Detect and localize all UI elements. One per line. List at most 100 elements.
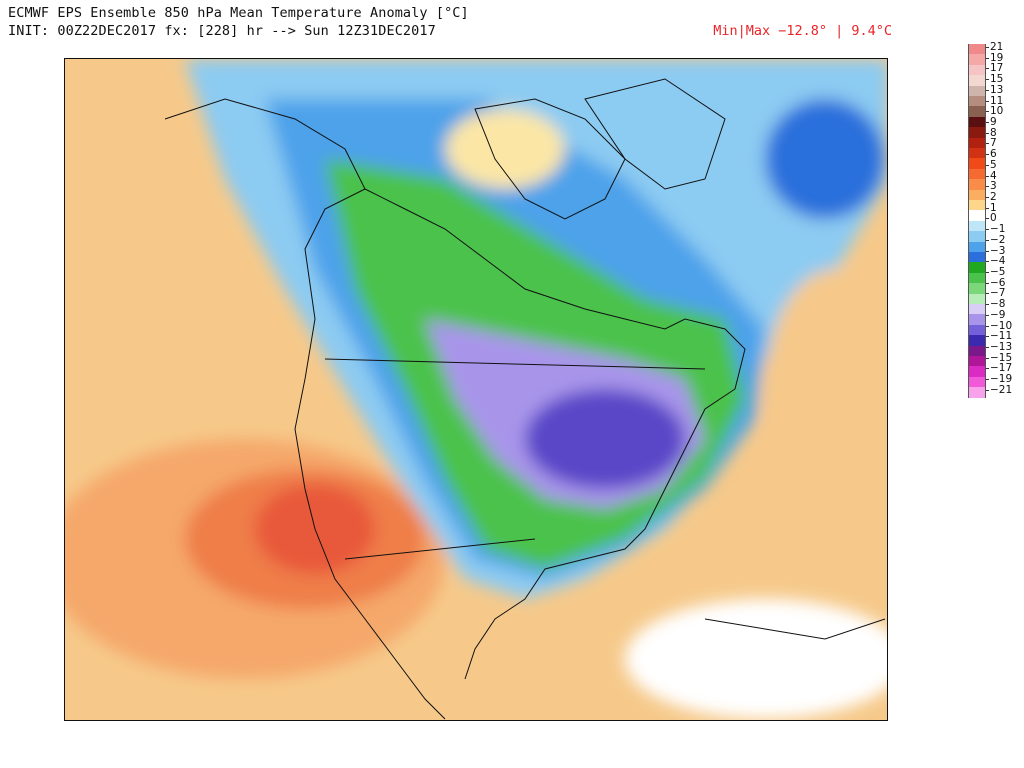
legend-tick — [986, 304, 989, 306]
legend-label: 19 — [990, 51, 1004, 64]
legend-tick — [986, 314, 989, 316]
legend-tick — [986, 368, 989, 370]
legend-swatch — [968, 210, 986, 222]
legend-swatch — [968, 283, 986, 295]
legend-label: 6 — [990, 148, 997, 161]
legend-swatch — [968, 366, 986, 378]
legend-swatch — [968, 96, 986, 107]
legend-tick — [986, 143, 989, 145]
min-max-readout: Min|Max −12.8° | 9.4°C — [713, 23, 892, 39]
legend-label: 4 — [990, 169, 997, 182]
legend-label: −2 — [990, 233, 1006, 246]
arctic-warm-patch — [445, 109, 565, 189]
legend-label: 10 — [990, 105, 1004, 118]
legend-label: −6 — [990, 276, 1006, 289]
legend-label: 11 — [990, 94, 1004, 107]
legend-label: 5 — [990, 158, 997, 171]
legend-tick — [986, 79, 989, 81]
legend-label: 13 — [990, 83, 1004, 96]
legend-label: −13 — [990, 341, 1013, 354]
legend-label: 0 — [990, 212, 997, 225]
legend-label: 9 — [990, 116, 997, 128]
legend-swatch — [968, 220, 986, 232]
legend-swatch — [968, 387, 986, 399]
legend-label: 8 — [990, 126, 997, 139]
legend-swatch — [968, 345, 986, 357]
legend-tick — [986, 122, 989, 123]
legend-swatch — [968, 252, 986, 263]
legend-swatch — [968, 376, 986, 388]
color-legend: 21 19 17 15 13 11 10 9 8 7 6 5 4 3 2 1 0 −1 −2 −3 −4 −5 −6 −7 −8… — [968, 41, 1024, 722]
legend-swatch — [968, 137, 986, 149]
legend-tick — [986, 239, 989, 241]
legend-label: 2 — [990, 191, 997, 203]
legend-tick — [986, 336, 989, 338]
legend-tick — [986, 293, 989, 295]
legend-label: 7 — [990, 137, 997, 150]
caribbean-neutral — [625, 599, 887, 719]
west-coastline — [164, 98, 446, 720]
legend-swatch — [968, 304, 986, 315]
atlantic-warm-region — [765, 269, 887, 509]
legend-swatch — [968, 262, 986, 274]
legend-tick — [986, 250, 989, 252]
legend-tick — [986, 100, 989, 102]
legend-tick — [986, 229, 989, 231]
legend-label: −19 — [990, 373, 1013, 386]
legend-swatch — [968, 314, 986, 326]
north-atlantic-cool — [765, 99, 885, 219]
legend-swatch — [968, 106, 986, 118]
legend-swatch — [968, 168, 986, 180]
legend-tick — [986, 325, 989, 327]
legend-tick — [986, 389, 989, 391]
legend-swatch — [968, 158, 986, 170]
legend-swatch — [968, 44, 986, 55]
legend-swatch — [968, 179, 986, 191]
legend-tick — [986, 218, 989, 220]
legend-tick — [986, 282, 989, 284]
legend-label: −21 — [990, 383, 1013, 396]
legend-swatch — [968, 356, 986, 367]
caribbean-islands — [704, 618, 886, 640]
legend-swatch — [968, 64, 986, 76]
legend-swatch — [968, 85, 986, 97]
legend-tick — [986, 379, 989, 381]
land-outlines — [164, 78, 886, 720]
legend-label: −8 — [990, 298, 1006, 311]
legend-tick — [986, 47, 989, 48]
anomaly-map[interactable] — [64, 58, 888, 721]
legend-swatch — [968, 335, 986, 347]
legend-swatch — [968, 231, 986, 243]
legend-swatch — [968, 54, 986, 66]
legend-label: −17 — [990, 362, 1013, 375]
east-coastline — [364, 188, 746, 680]
legend-label: −5 — [990, 266, 1006, 279]
legend-tick — [986, 57, 989, 59]
legend-tick — [986, 132, 989, 134]
legend-tick — [986, 68, 989, 70]
legend-tick — [986, 186, 989, 188]
legend-label: 17 — [990, 62, 1004, 75]
legend-swatch — [968, 75, 986, 87]
legend-swatch — [968, 148, 986, 159]
legend-swatch — [968, 293, 986, 305]
greenland-outline — [584, 78, 726, 190]
init-line: INIT: 00Z22DEC2017 fx: [228] hr --> Sun … — [8, 23, 436, 39]
legend-tick — [986, 357, 989, 359]
legend-swatch — [968, 127, 986, 139]
legend-swatch — [968, 116, 986, 128]
legend-swatch — [968, 272, 986, 284]
legend-tick — [986, 111, 989, 113]
legend-label: −4 — [990, 255, 1006, 268]
legend-swatch — [968, 241, 986, 253]
canada-us-border — [324, 358, 706, 370]
legend-tick — [986, 207, 989, 209]
legend-tick — [986, 197, 989, 198]
legend-tick — [986, 272, 989, 274]
legend-swatch — [968, 200, 986, 211]
legend-label: 21 — [990, 41, 1004, 53]
legend-label: −3 — [990, 244, 1006, 257]
us-mexico-border — [344, 538, 536, 560]
legend-label: −11 — [990, 330, 1013, 343]
legend-swatch — [968, 189, 986, 201]
